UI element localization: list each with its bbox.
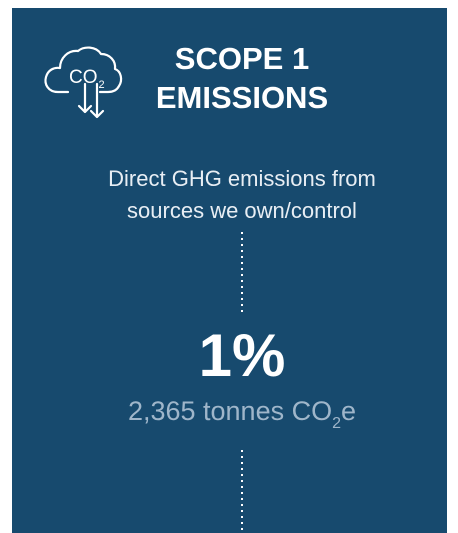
arrow [89,82,105,119]
stat-detail: 2,365 tonnes CO2e [128,396,356,432]
detail-prefix: 2,365 tonnes CO [128,396,332,426]
stat-value: 1% [199,322,286,389]
arrow [77,82,93,114]
detail-suffix: e [341,396,356,426]
description-line: sources we own/control [127,198,357,223]
cloud [44,46,123,94]
title-line: EMISSIONS [156,80,328,115]
detail-sub: 2 [332,415,341,432]
icon-label-sub: 2 [99,79,105,91]
co2-icon [44,46,123,119]
title-line: SCOPE 1 [175,41,309,76]
icon-label: CO2 [69,67,105,91]
description-line: Direct GHG emissions from [108,166,376,191]
icon-label-main: CO [69,67,98,88]
